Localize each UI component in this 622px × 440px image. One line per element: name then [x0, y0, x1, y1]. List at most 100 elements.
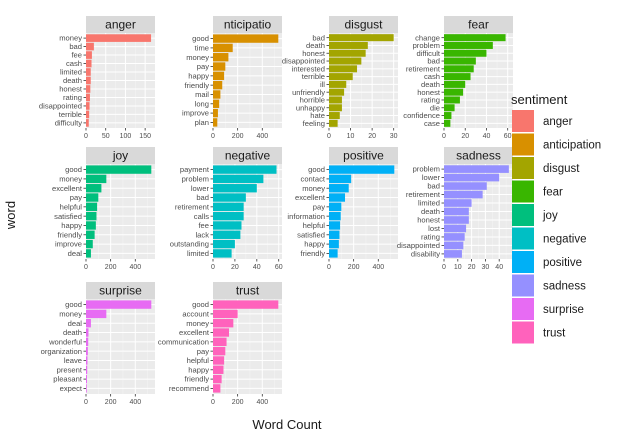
bar-positive-contact — [329, 174, 352, 184]
y-tick-label: payment — [180, 165, 210, 174]
legend-key-anger — [512, 110, 534, 132]
x-tick-label: 0 — [84, 133, 88, 140]
bar-positive-satisfied — [329, 230, 340, 239]
y-tick-label: limited — [187, 249, 209, 258]
bar-anger-rating — [86, 93, 90, 102]
facet-strip-label: sadness — [456, 149, 501, 163]
bar-disgust-interested — [329, 65, 358, 73]
bar-trust-helpful — [213, 356, 225, 365]
legend-label-disgust: disgust — [543, 163, 580, 175]
x-tick-label: 400 — [372, 264, 384, 271]
y-tick-label: death — [63, 76, 82, 85]
y-tick-label: fee — [198, 221, 209, 230]
y-tick-label: helpful — [60, 202, 83, 211]
y-tick-label: leave — [64, 356, 82, 365]
y-tick-label: rating — [63, 93, 82, 102]
bar-joy-money — [86, 174, 107, 184]
bar-disgust-feeling — [329, 119, 338, 127]
y-tick-label: bad — [312, 33, 325, 42]
y-tick-label: case — [424, 119, 440, 128]
y-tick-label: death — [63, 328, 82, 337]
y-axis-title: word — [3, 201, 18, 230]
bar-negative-retirement — [213, 202, 244, 212]
y-tick-label: present — [57, 365, 83, 374]
bar-anticipation-mail — [213, 90, 221, 99]
facet-strip — [86, 147, 155, 164]
bar-joy-improve — [86, 239, 93, 249]
bar-positive-excellent — [329, 193, 346, 202]
x-tick-label: 20 — [368, 133, 376, 140]
y-tick-label: retirement — [175, 202, 210, 211]
y-tick-label: retirement — [406, 64, 441, 73]
y-tick-label: satisfied — [297, 230, 325, 239]
y-tick-label: honest — [59, 85, 83, 94]
y-tick-label: improve — [182, 109, 209, 118]
bar-joy-deal — [86, 249, 91, 258]
y-tick-label: money — [59, 310, 82, 319]
bar-trust-excellent — [213, 328, 230, 337]
bar-disgust-unfriendly — [329, 88, 345, 96]
facet-strip-label: fear — [468, 18, 489, 32]
x-tick-label: 20 — [468, 264, 476, 271]
y-tick-label: rating — [421, 96, 440, 105]
legend-title: sentiment — [511, 92, 568, 107]
facet-strip — [86, 16, 155, 33]
y-tick-label: good — [65, 300, 82, 309]
facet-positive: positive goodcontactmoneyexcellentpayinfo… — [287, 147, 398, 271]
y-tick-label: communication — [158, 337, 209, 346]
y-tick-label: bad — [196, 193, 209, 202]
bar-anticipation-pay — [213, 62, 226, 71]
bar-disgust-unhappy — [329, 104, 342, 112]
bar-trust-communication — [213, 337, 227, 347]
facet-strip-label: trust — [236, 284, 260, 298]
x-tick-label: 0 — [84, 264, 88, 271]
bar-surprise-wonderful — [86, 337, 89, 347]
y-tick-label: die — [430, 103, 440, 112]
legend-key-anticipation — [512, 133, 534, 156]
bar-surprise-organization — [86, 346, 88, 356]
bar-surprise-death — [86, 328, 89, 337]
y-tick-label: bad — [427, 57, 440, 66]
y-tick-label: disability — [411, 250, 440, 259]
y-tick-label: ill — [320, 80, 325, 89]
bar-negative-lower — [213, 184, 257, 193]
bar-negative-outstanding — [213, 239, 235, 249]
y-tick-label: contact — [301, 175, 326, 184]
legend-key-negative — [512, 227, 534, 250]
bar-anticipation-long — [213, 99, 220, 108]
y-tick-label: satisfied — [54, 212, 82, 221]
bar-trust-money — [213, 319, 234, 328]
y-tick-label: unhappy — [296, 103, 325, 112]
bar-surprise-expect — [86, 384, 87, 393]
facet-strip — [213, 282, 282, 299]
y-tick-label: friendly — [301, 249, 326, 258]
y-tick-label: information — [287, 212, 325, 221]
bar-sadness-rating — [444, 233, 465, 241]
bar-sadness-lost — [444, 224, 467, 233]
x-tick-label: 20 — [461, 133, 469, 140]
bar-sadness-honest — [444, 216, 469, 224]
y-tick-label: long — [195, 99, 209, 108]
bar-sadness-disability — [444, 250, 462, 258]
x-tick-label: 0 — [211, 264, 215, 271]
x-tick-label: 30 — [482, 264, 490, 271]
bar-anticipation-improve — [213, 108, 218, 118]
y-tick-label: time — [195, 44, 209, 53]
y-tick-label: disappointed — [282, 57, 325, 66]
bar-fear-cash — [444, 73, 471, 81]
x-axis-title: Word Count — [252, 417, 322, 432]
y-tick-label: calls — [194, 212, 209, 221]
y-tick-label: terrible — [59, 110, 82, 119]
x-tick-label: 10 — [454, 264, 462, 271]
bar-negative-lack — [213, 230, 241, 239]
bar-sadness-disappointed — [444, 241, 464, 250]
legend-label-positive: positive — [543, 257, 582, 269]
y-tick-label: cash — [66, 59, 82, 68]
bar-disgust-disappointed — [329, 57, 362, 65]
y-tick-label: pay — [70, 193, 82, 202]
bar-joy-helpful — [86, 202, 98, 212]
facet-strip — [213, 147, 282, 164]
y-tick-label: limited — [418, 199, 440, 208]
y-tick-label: lower — [191, 184, 210, 193]
y-tick-label: expect — [60, 384, 83, 393]
